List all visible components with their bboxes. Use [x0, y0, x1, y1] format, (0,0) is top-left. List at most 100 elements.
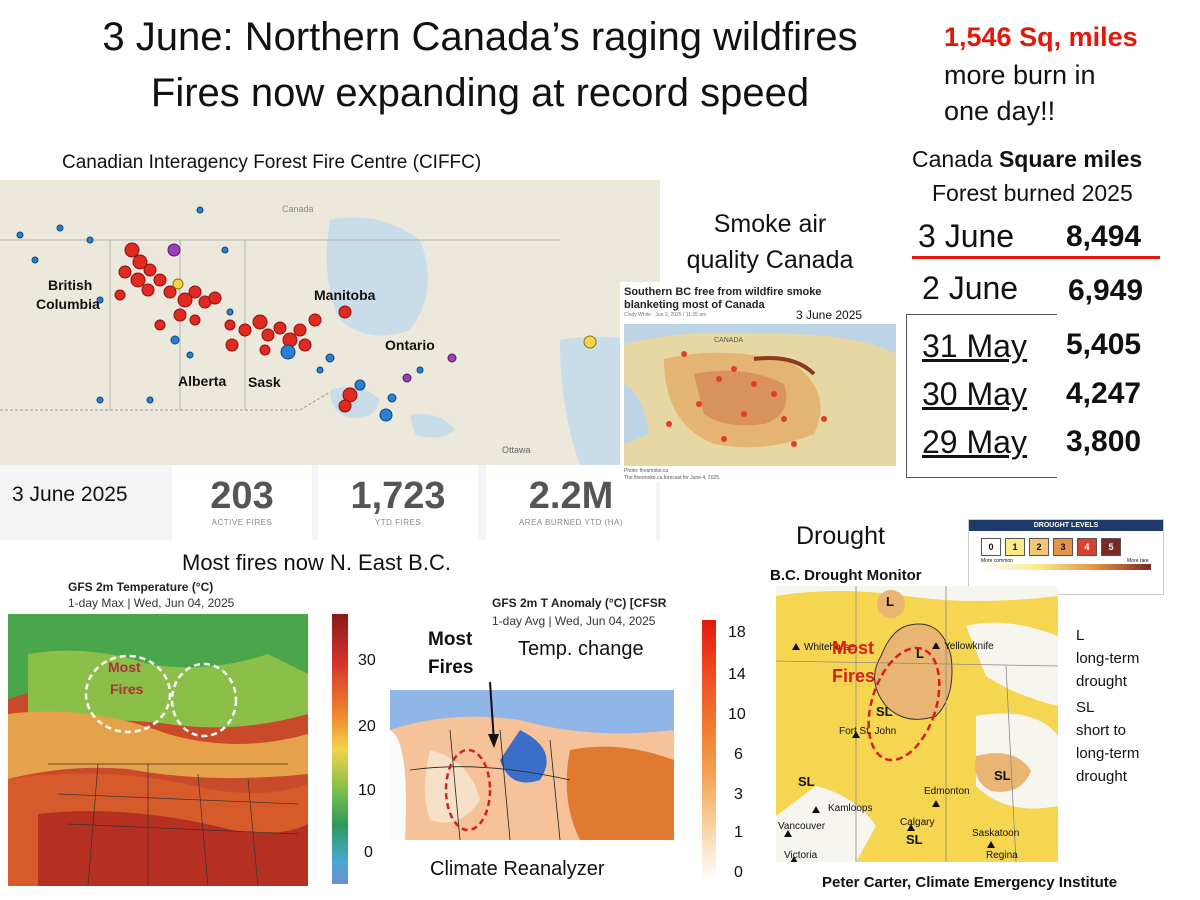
- ciffc-caption: Canadian Interagency Forest Fire Centre …: [62, 152, 482, 173]
- drought-key-l-code: L: [1076, 627, 1085, 644]
- temperature-map-title: GFS 2m Temperature (°C): [68, 580, 214, 594]
- ciffc-map-graphic: Canada British Columbia Manitoba Ontario…: [0, 180, 660, 465]
- burned-row-4-value: 3,800: [1066, 425, 1142, 458]
- smoke-credit1: Photo: firesmoke.ca: [624, 468, 669, 474]
- drought-key-sl-line1: short to: [1076, 722, 1127, 739]
- anomaly-tick-0: 0: [734, 864, 743, 881]
- burned-header: Canada Square miles: [912, 146, 1142, 173]
- drought-key-sl-line3: drought: [1076, 768, 1127, 785]
- drought-legend-levels: 0 1 2 3 4 5: [981, 538, 1121, 556]
- temperature-map-subtitle: 1-day Max | Wed, Jun 04, 2025: [68, 596, 235, 610]
- stat-ytd-fires: 1,723 YTD FIRES: [318, 465, 478, 540]
- drought-key-l-line2: drought: [1076, 673, 1127, 690]
- drought-monitor-title: B.C. Drought Monitor: [770, 567, 922, 584]
- drought-key-sl-line2: long-term: [1076, 745, 1140, 762]
- drought-place-kamloops: Kamloops: [828, 803, 872, 814]
- burned-row-1-date: 2 June: [922, 270, 1019, 306]
- stat-active-fires: 203 ACTIVE FIRES: [172, 465, 312, 540]
- temperature-caption: Most fires now N. East B.C.: [182, 550, 451, 575]
- burned-underline: [912, 256, 1160, 259]
- page-title-line1: 3 June: Northern Canada’s raging wildfir…: [102, 15, 858, 59]
- burned-row-0-date: 3 June: [918, 218, 1015, 254]
- anomaly-temp-change: Temp. change: [518, 638, 644, 660]
- drought-place-yellowknife: Yellowknife: [944, 641, 994, 652]
- temperature-tick-30: 30: [358, 652, 376, 669]
- drought-place-calgary: Calgary: [900, 817, 934, 828]
- burned-row-0-value: 8,494: [1066, 220, 1142, 253]
- map-label-columbia: Columbia: [36, 296, 100, 312]
- drought-level-2: 2: [1029, 538, 1049, 556]
- smoke-caption: Smoke air quality Canada: [670, 206, 870, 278]
- drought-key-sl-code: SL: [1076, 699, 1095, 716]
- burned-may-box: [906, 314, 1057, 478]
- drought-code-l-north: L: [886, 594, 894, 609]
- drought-place-fort-st-john: Fort St. John: [839, 726, 896, 737]
- stat-area-burned-value: 2.2M: [528, 475, 614, 517]
- smoke-article: Southern BC free from wildfire smoke bla…: [620, 282, 900, 482]
- smoke-byline: Cindy White · Jun 3, 2025 / 11:35 am: [624, 312, 707, 318]
- temperature-color-scale: [332, 614, 348, 884]
- temperature-tick-20: 20: [358, 718, 376, 735]
- drought-level-0: 0: [981, 538, 1001, 556]
- anomaly-map-graphic: [390, 690, 674, 840]
- anomaly-credit: Climate Reanalyzer: [430, 858, 605, 880]
- drought-code-sl-center: SL: [876, 704, 893, 719]
- drought-place-victoria: Victoria: [784, 850, 818, 861]
- smoke-caption-line2: quality Canada: [686, 246, 854, 274]
- drought-key-l-line1: long-term: [1076, 650, 1140, 667]
- anomaly-tick-3: 3: [734, 786, 743, 803]
- drought-level-4: 4: [1077, 538, 1097, 556]
- burned-header-bold: Square miles: [998, 146, 1143, 172]
- temperature-tick-10: 10: [358, 782, 376, 799]
- smoke-map: CANADA: [624, 324, 896, 466]
- burned-row-1-value: 6,949: [1068, 274, 1144, 307]
- drought-key-l: L long-term drought: [1076, 624, 1139, 693]
- drought-code-sl-west: SL: [798, 774, 815, 789]
- drought-legend-title: DROUGHT LEVELS: [969, 520, 1163, 531]
- anomaly-arrow: [488, 681, 499, 748]
- burned-row-3-value: 4,247: [1066, 377, 1142, 410]
- author-credit: Peter Carter, Climate Emergency Institut…: [822, 874, 1118, 891]
- drought-code-sl-south: SL: [906, 832, 923, 847]
- burned-row-4-date: 29 May: [922, 424, 1027, 460]
- drought-place-saskatoon: Saskatoon: [972, 828, 1019, 839]
- drought-annotation-line1: Most: [832, 638, 874, 658]
- daily-burn-value: 1,546 Sq, miles: [944, 22, 1138, 52]
- smoke-credit2: The firesmoke.ca forecast for June 4, 20…: [624, 475, 721, 481]
- smoke-date: 3 June 2025: [796, 308, 863, 322]
- burned-header-prefix: Canada: [912, 146, 999, 172]
- anomaly-tick-14: 14: [728, 666, 746, 683]
- anomaly-map: [390, 690, 674, 840]
- burned-row-2-date: 31 May: [922, 328, 1027, 364]
- drought-legend: DROUGHT LEVELS 0 1 2 3 4 5 More common M…: [968, 519, 1164, 595]
- anomaly-color-scale: [702, 620, 716, 882]
- drought-legend-rare: More rare: [1127, 558, 1149, 564]
- drought-place-regina: Regina: [986, 850, 1018, 861]
- burned-row-3-date: 30 May: [922, 376, 1027, 412]
- drought-code-l: L: [916, 646, 924, 661]
- drought-place-vancouver: Vancouver: [778, 821, 826, 832]
- map-label-ottawa: Ottawa: [502, 445, 531, 455]
- anomaly-tick-1: 1: [734, 824, 743, 841]
- burned-subheader: Forest burned 2025: [932, 180, 1133, 206]
- drought-map-graphic: Whitehorse Yellowknife Fort St. John Kam…: [776, 586, 1058, 862]
- stat-ytd-fires-value: 1,723: [350, 475, 446, 517]
- drought-caption: Drought: [796, 522, 885, 550]
- map-label-sask: Sask: [248, 374, 281, 390]
- temperature-annotation-line2: Fires: [110, 681, 144, 697]
- smoke-caption-line1: Smoke air: [713, 210, 827, 238]
- temperature-panel: GFS 2m Temperature (°C) 1-day Max | Wed,…: [0, 578, 400, 888]
- temperature-map: Most Fires: [8, 614, 308, 886]
- drought-code-sl-east: SL: [994, 768, 1011, 783]
- map-label-british: British: [48, 277, 92, 293]
- drought-place-whitehorse: Whitehorse: [804, 642, 855, 653]
- drought-legend-gradient: [981, 564, 1151, 570]
- anomaly-map-title: GFS 2m T Anomaly (°C) [CFSR: [492, 596, 667, 610]
- map-label-manitoba: Manitoba: [314, 287, 376, 303]
- smoke-map-graphic: CANADA: [624, 324, 896, 466]
- anomaly-tick-10: 10: [728, 706, 746, 723]
- anomaly-panel: GFS 2m T Anomaly (°C) [CFSR 1-day Avg | …: [390, 592, 762, 892]
- smoke-headline: Southern BC free from wildfire smoke bla…: [624, 286, 822, 311]
- burned-row-2-value: 5,405: [1066, 328, 1142, 361]
- drought-legend-common: More common: [981, 558, 1013, 564]
